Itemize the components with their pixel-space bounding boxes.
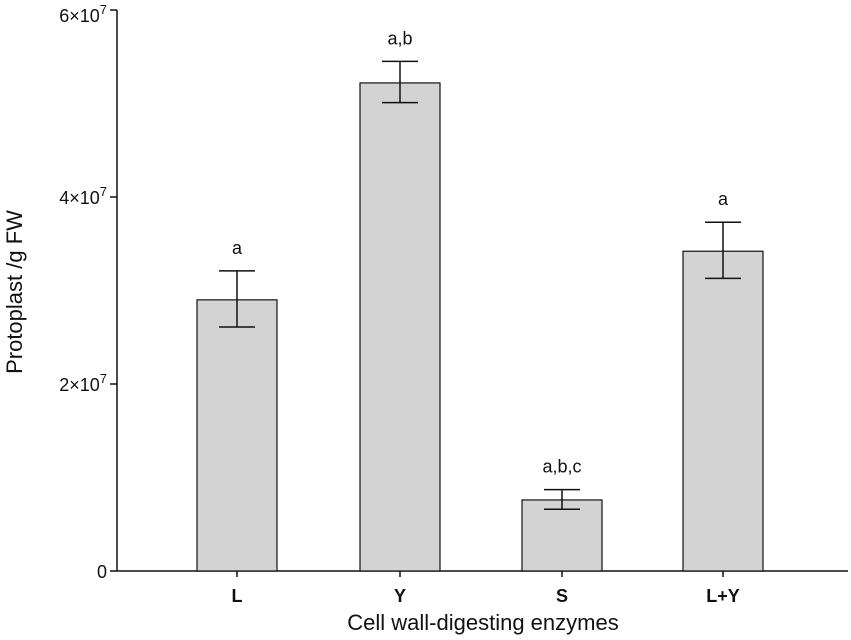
- significance-labels: a a,b a,b,c a: [232, 28, 729, 476]
- error-bars: [219, 60, 741, 511]
- x-tick-label: L: [232, 586, 243, 606]
- bars: [196, 82, 764, 572]
- x-tick-label: L+Y: [706, 586, 740, 606]
- significance-label: a: [232, 238, 243, 258]
- significance-label: a,b,c: [542, 457, 581, 477]
- bar-y: [359, 82, 441, 572]
- x-tick-label: S: [556, 586, 568, 606]
- y-tick-label: 4×107: [59, 184, 107, 208]
- x-ticks: L Y S L+Y: [232, 571, 740, 606]
- significance-label: a,b: [387, 28, 412, 48]
- x-axis-title: Cell wall-digesting enzymes: [347, 610, 618, 635]
- y-tick-label: 0: [97, 562, 107, 582]
- bar-l-plus-y: [682, 250, 764, 572]
- x-tick-label: Y: [394, 586, 406, 606]
- y-tick-label: 2×107: [59, 371, 107, 395]
- significance-label: a: [718, 189, 729, 209]
- y-tick-label: 6×107: [59, 2, 107, 26]
- y-ticks: 0 2×107 4×107 6×107: [59, 2, 117, 582]
- bar-l: [196, 299, 278, 572]
- bar-s: [521, 499, 603, 572]
- y-axis-title: Protoplast /g FW: [2, 210, 27, 374]
